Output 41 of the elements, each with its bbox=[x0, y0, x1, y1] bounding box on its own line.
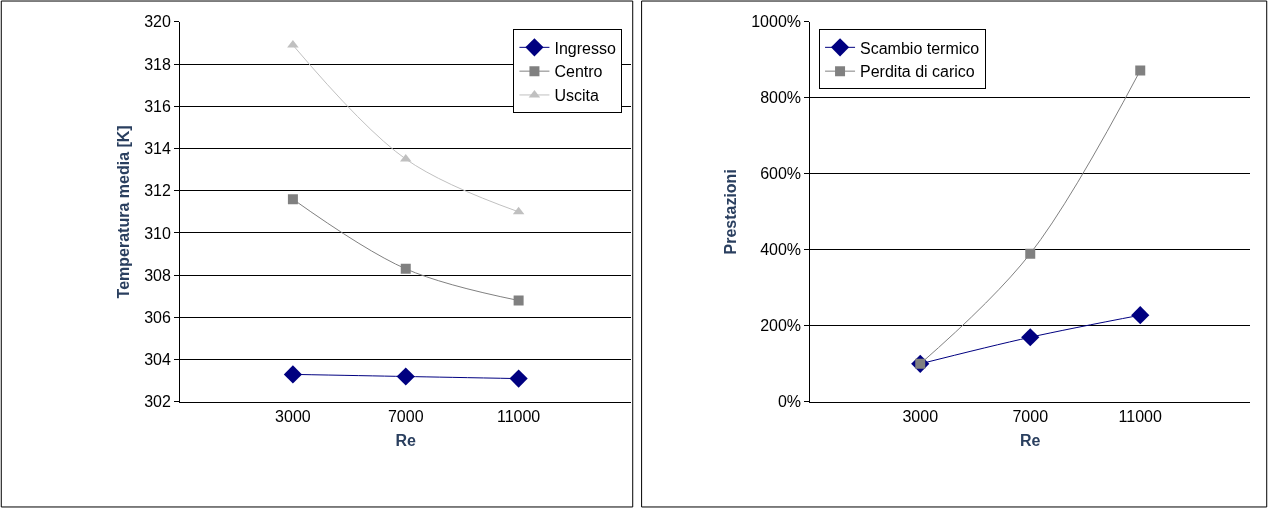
y-tick-label: 400% bbox=[760, 241, 802, 259]
point bbox=[283, 365, 303, 384]
x-tick-label: 11000 bbox=[496, 408, 541, 426]
point bbox=[1135, 65, 1146, 76]
point bbox=[1021, 328, 1040, 347]
legend-label: Uscita bbox=[554, 87, 599, 105]
x-axis-title: Re bbox=[395, 431, 417, 449]
point bbox=[513, 295, 524, 306]
y-tick-label: 304 bbox=[144, 351, 171, 369]
point bbox=[287, 194, 298, 205]
y-tick-label: 0% bbox=[777, 393, 802, 411]
y-tick-label: 310 bbox=[144, 224, 171, 242]
legend-label: Ingresso bbox=[554, 39, 616, 57]
x-tick-label: 3000 bbox=[902, 408, 939, 426]
y-tick-label: 316 bbox=[144, 97, 171, 115]
y-tick-label: 800% bbox=[760, 89, 802, 107]
legend-label: Perdita di carico bbox=[860, 63, 975, 81]
y-tick-label: 308 bbox=[144, 266, 171, 284]
x-tick-label: 11000 bbox=[1118, 408, 1162, 426]
point bbox=[396, 367, 415, 386]
x-tick-label: 7000 bbox=[387, 408, 424, 426]
point bbox=[400, 263, 411, 274]
point bbox=[1025, 248, 1036, 259]
x-tick-label: 3000 bbox=[275, 408, 311, 426]
y-tick-label: 200% bbox=[760, 317, 802, 335]
y-tick-label: 314 bbox=[144, 140, 171, 158]
y-tick-label: 302 bbox=[144, 393, 171, 411]
legend-label: Centro bbox=[554, 63, 603, 81]
point bbox=[1131, 306, 1150, 325]
legend-label: Scambio termico bbox=[860, 39, 980, 57]
y-tick-label: 312 bbox=[144, 182, 171, 200]
x-tick-label: 7000 bbox=[1012, 408, 1049, 426]
y-tick-label: 320 bbox=[144, 13, 171, 31]
y-tick-label: 318 bbox=[144, 55, 171, 73]
y-tick-label: 600% bbox=[760, 165, 802, 183]
y-axis-title: Prestazioni bbox=[722, 169, 740, 255]
y-tick-label: 1000% bbox=[751, 13, 802, 31]
x-axis-title: Re bbox=[1020, 431, 1041, 449]
y-tick-label: 306 bbox=[144, 308, 171, 326]
y-axis-title: Temperatura media [K] bbox=[115, 125, 133, 299]
point bbox=[509, 369, 528, 388]
